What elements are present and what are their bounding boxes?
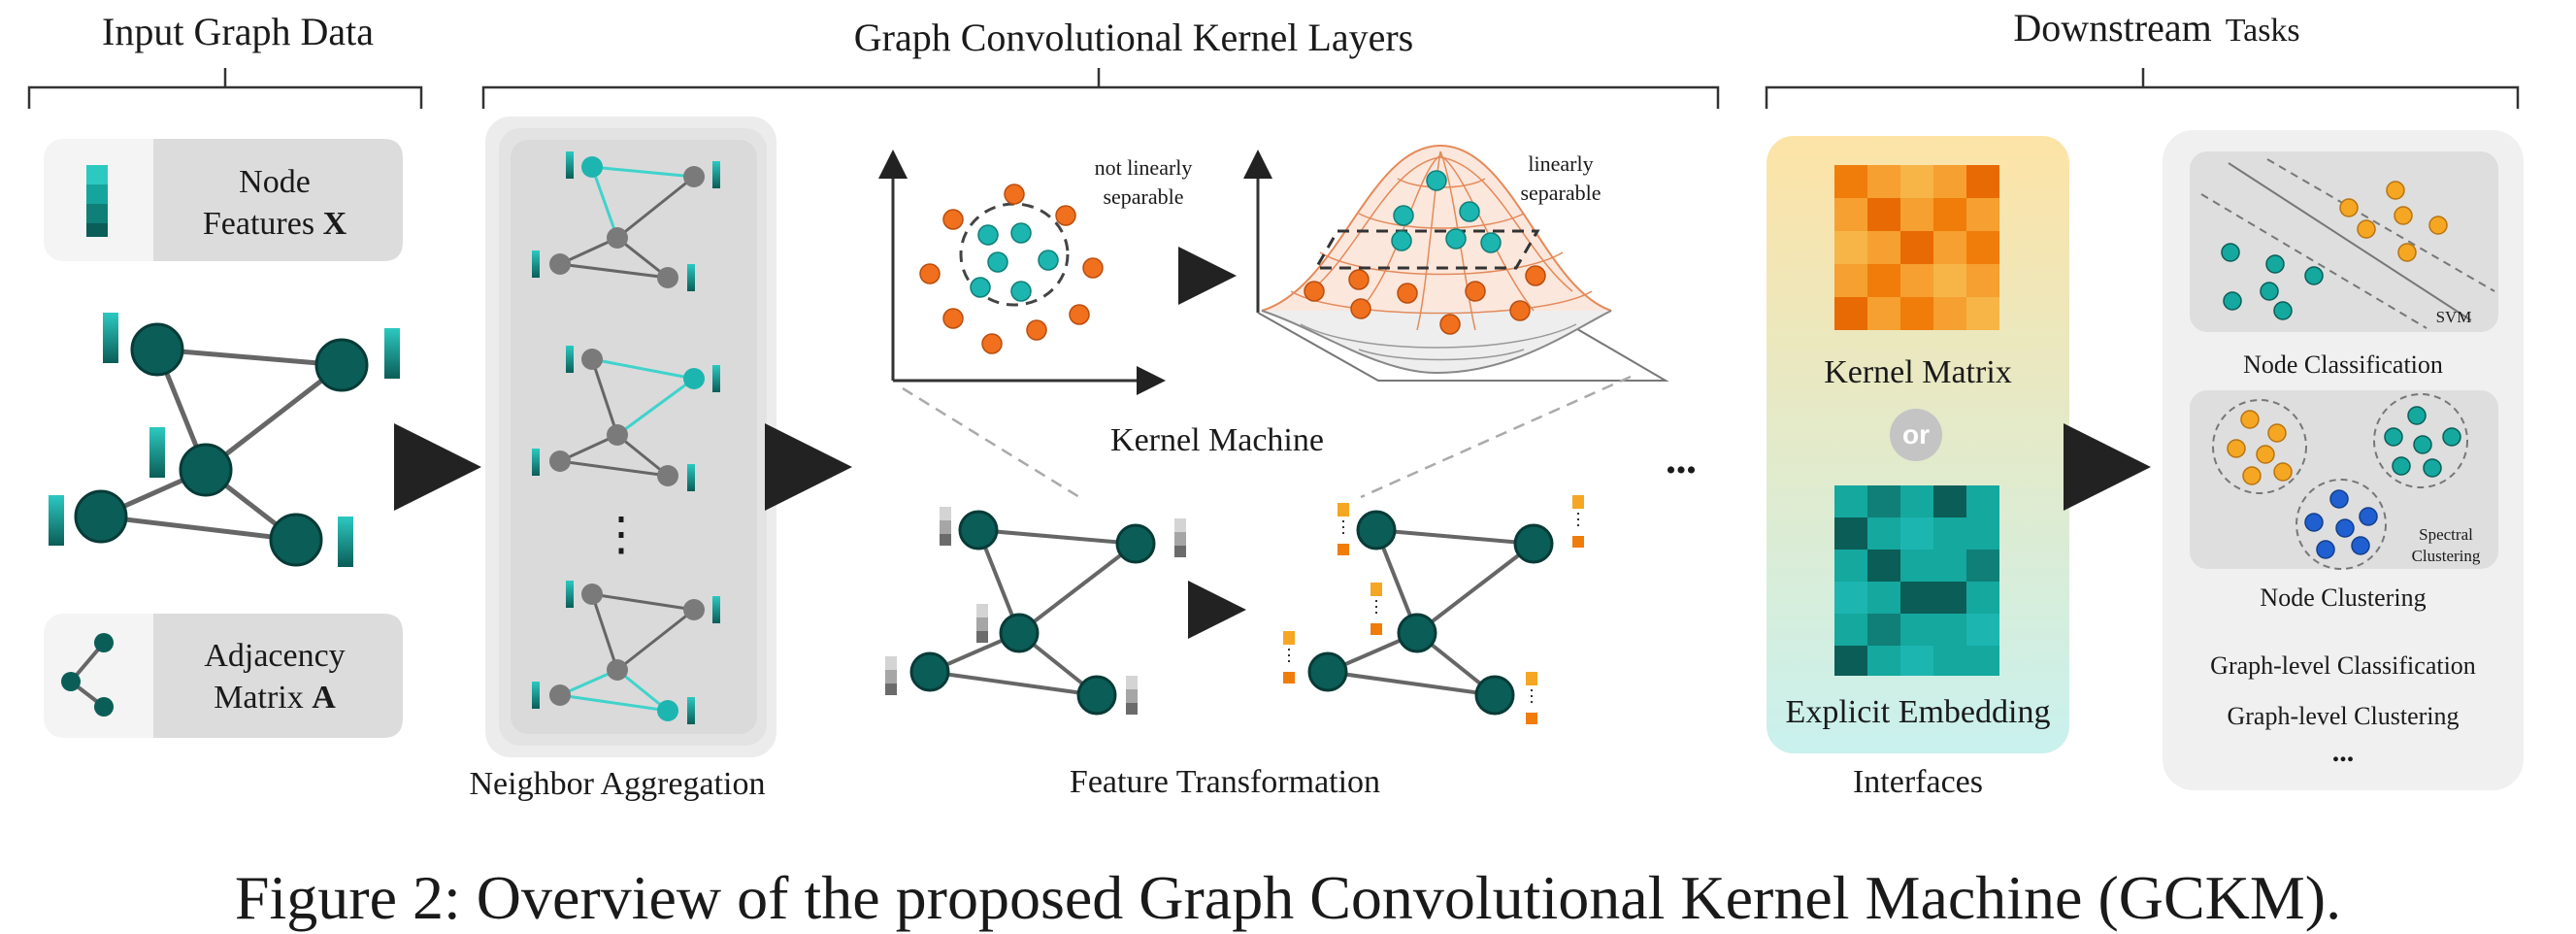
adjacency-label-2: Matrix A: [214, 680, 336, 716]
graph-node: [999, 613, 1040, 653]
graph-node: [1397, 613, 1437, 653]
separable-label-1: linearly: [1528, 151, 1593, 176]
node-feature-bar: [149, 427, 165, 478]
node-feature-bar: [49, 495, 64, 546]
kernel-matrix-label: Kernel Matrix: [1824, 354, 2012, 390]
gray-feature-bars: [885, 507, 1186, 715]
feature-vector-icon: [86, 165, 108, 237]
explicit-embedding-label: Explicit Embedding: [1786, 694, 2051, 730]
svm-card: SVM: [2190, 151, 2498, 332]
spectral-label-2: Clustering: [2412, 547, 2481, 565]
aggregation-graph-2: [532, 346, 720, 491]
spectral-clustering-card: Spectral Clustering: [2190, 390, 2498, 570]
adjacency-text: Matrix: [214, 680, 312, 716]
adjacency-card: Adjacency Matrix A: [44, 614, 403, 738]
downstream-word: Downstream: [2013, 6, 2211, 50]
graph-node: [130, 322, 184, 377]
kernel-matrix-heatmap: [1834, 165, 1999, 330]
graph-classification-label: Graph-level Classification: [2210, 651, 2476, 680]
graph-node: [269, 513, 323, 567]
node-classification-label: Node Classification: [2243, 350, 2443, 379]
graph-node: [1115, 523, 1156, 564]
adjacency-label-1: Adjacency: [204, 638, 345, 674]
scatter-not-separable: not linearly separable: [878, 150, 1193, 395]
graph-icon: [61, 633, 114, 717]
node-feature-bar: [384, 328, 400, 379]
or-badge: [1890, 409, 1942, 461]
brace-downstream: [1765, 68, 2520, 109]
orange-feature-bars: [1283, 495, 1584, 724]
feature-transformation-label: Feature Transformation: [1070, 764, 1380, 800]
figure-caption: Figure 2: Overview of the proposed Graph…: [235, 863, 2341, 932]
node-features-text: Features: [203, 206, 323, 242]
graph-node: [1076, 675, 1117, 716]
node-features-card: Node Features X: [44, 139, 403, 261]
explicit-embedding-heatmap: [1834, 485, 1999, 676]
brace-input: [27, 68, 423, 109]
graph-clustering-label: Graph-level Clustering: [2228, 702, 2460, 730]
node-features-label-2: Features X: [203, 206, 347, 242]
separable-label-2: separable: [1520, 181, 1601, 205]
section-title-gck: Graph Convolutional Kernel Layers: [854, 16, 1414, 59]
neighbor-aggregation-label: Neighbor Aggregation: [470, 766, 766, 802]
graph-node: [958, 510, 999, 550]
transform-graph-before: [885, 507, 1186, 716]
kernel-surface-3d: linearly separable: [1243, 144, 1669, 382]
more-layers-ellipsis: •••: [1666, 454, 1697, 486]
input-graph: [49, 313, 400, 567]
node-feature-bar: [338, 517, 353, 567]
not-separable-label-2: separable: [1103, 184, 1183, 209]
transform-graph-after: [1283, 495, 1584, 724]
aggregation-graph-1: [532, 151, 720, 291]
graph-node: [314, 338, 369, 392]
node-features-symbol: X: [323, 206, 347, 242]
brace-gck: [481, 68, 1720, 109]
not-separable-label-1: not linearly: [1095, 155, 1193, 180]
section-title-input: Input Graph Data: [102, 10, 374, 53]
section-title-downstream: Downstream Tasks: [2013, 6, 2299, 50]
aggregation-graph-3: [532, 581, 720, 724]
graph-node: [1307, 651, 1348, 692]
graph-node: [909, 651, 950, 692]
zoom-line: [1360, 375, 1632, 499]
adjacency-symbol: A: [312, 680, 336, 716]
spectral-label-1: Spectral: [2419, 525, 2473, 544]
graph-node: [74, 489, 128, 544]
graph-node: [1474, 675, 1515, 716]
zoom-line: [902, 386, 1080, 499]
neighbor-aggregation-stack: [485, 117, 776, 757]
vertical-ellipsis: ⋮: [598, 509, 644, 560]
tasks-word: Tasks: [2226, 13, 2300, 49]
node-feature-bar: [103, 313, 118, 363]
or-label: or: [1902, 419, 1930, 450]
kernel-machine-label: Kernel Machine: [1110, 422, 1324, 458]
node-clustering-label: Node Clustering: [2260, 584, 2426, 612]
interfaces-label: Interfaces: [1853, 764, 1983, 800]
graph-node: [179, 443, 233, 497]
downstream-ellipsis: ...: [2332, 736, 2355, 768]
graph-node: [1513, 523, 1554, 564]
svm-label: SVM: [2436, 308, 2472, 326]
node-features-label-1: Node: [239, 164, 311, 200]
graph-node: [1356, 510, 1397, 550]
